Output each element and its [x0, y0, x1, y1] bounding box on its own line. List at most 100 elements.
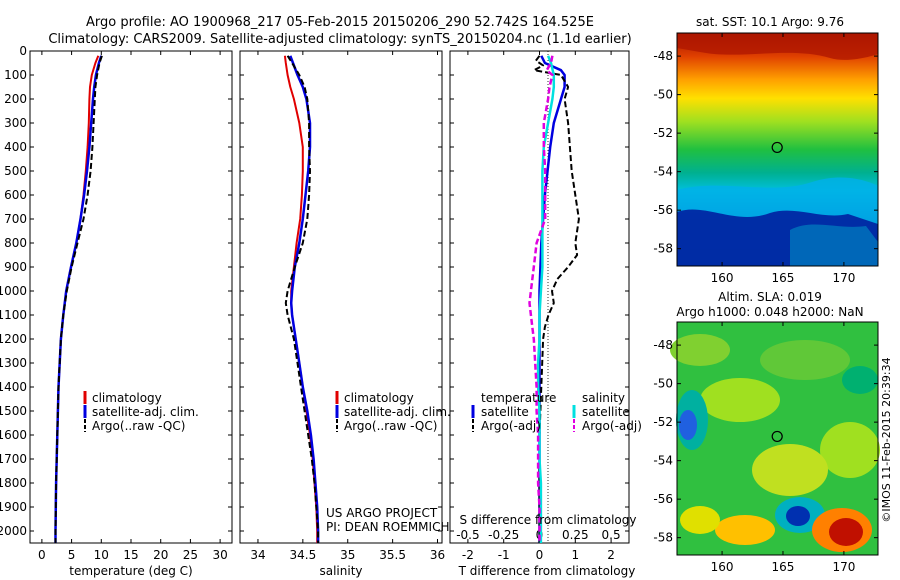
credits-project: US ARGO PROJECT — [326, 506, 438, 520]
secondary-tick-label: 0.5 — [602, 528, 621, 542]
depth-tick-label: 1000 — [0, 284, 27, 298]
sst-map-title: sat. SST: 10.1 Argo: 9.76 — [696, 15, 844, 29]
depth-tick-label: 2000 — [0, 524, 27, 538]
depth-tick-label: 1400 — [0, 380, 27, 394]
lon-tick-label: 160 — [711, 560, 734, 574]
lat-tick-label: -56 — [653, 203, 673, 217]
lon-tick-label: 165 — [772, 560, 795, 574]
difference-legend: temperature satellite Argo(-adj) salinit… — [471, 391, 642, 433]
depth-tick-label: 0 — [19, 44, 27, 58]
lon-tick-label: 165 — [772, 271, 795, 285]
x-tick-label: 34.5 — [289, 548, 316, 562]
lat-tick-label: -58 — [653, 531, 673, 545]
x-tick-label: 5 — [68, 548, 76, 562]
argo-line — [54, 55, 103, 543]
depth-tick-label: 800 — [4, 236, 27, 250]
lat-tick-label: -50 — [653, 88, 673, 102]
lat-tick-label: -54 — [653, 165, 673, 179]
temperature-axes-box — [29, 50, 233, 544]
lat-tick-label: -50 — [653, 377, 673, 391]
figure-title-line2: Climatology: CARS2009. Satellite-adjuste… — [48, 32, 631, 47]
lat-tick-label: -48 — [653, 338, 673, 352]
lon-tick-label: 170 — [832, 271, 855, 285]
depth-tick-label: 100 — [4, 68, 27, 82]
timestamp-stamp: ©IMOS 11-Feb-2015 20:39:34 — [880, 357, 893, 522]
legend-label-argo: Argo(..raw -QC) — [344, 419, 437, 433]
lat-tick-label: -58 — [653, 242, 673, 256]
depth-tick-label: 600 — [4, 188, 27, 202]
lat-tick-label: -48 — [653, 49, 673, 63]
legend-label-satellite: satellite-adj. clim. — [92, 405, 199, 419]
depth-tick-label: 1200 — [0, 332, 27, 346]
secondary-tick-label: -0.25 — [488, 528, 519, 542]
sla-map: Altim. SLA: 0.019 Argo h1000: 0.048 h200… — [653, 290, 880, 574]
depth-tick-label: 200 — [4, 92, 27, 106]
sla-map-title-line1: Altim. SLA: 0.019 — [718, 290, 822, 304]
salinity-legend: climatology satellite-adj. clim. Argo(..… — [335, 391, 451, 433]
legend-label-sal-argo: Argo(-adj) — [582, 419, 642, 433]
depth-tick-label: 900 — [4, 260, 27, 274]
x-tick-label: -2 — [462, 548, 474, 562]
secondary-tick-label: -0.5 — [456, 528, 479, 542]
argo-float-marker — [771, 430, 783, 443]
lon-tick-label: 170 — [832, 560, 855, 574]
depth-tick-label: 300 — [4, 116, 27, 130]
lat-tick-label: -52 — [653, 126, 673, 140]
salinity-xlabel: salinity — [319, 564, 362, 578]
legend-label-climatology: climatology — [92, 391, 162, 405]
legend-label-satellite: satellite-adj. clim. — [344, 405, 451, 419]
x-tick-label: 1 — [571, 548, 579, 562]
depth-tick-label: 1800 — [0, 476, 27, 490]
depth-tick-label: 1100 — [0, 308, 27, 322]
depth-tick-label: 700 — [4, 212, 27, 226]
salinity-axes-box — [239, 50, 443, 544]
x-tick-label: 0 — [536, 548, 544, 562]
temperature-panel: 0100200300400500600700800900100011001200… — [0, 44, 233, 578]
depth-tick-label: 1700 — [0, 452, 27, 466]
secondary-axis-label: S difference from climatology — [460, 513, 637, 527]
temperature-legend: climatology satellite-adj. clim. Argo(..… — [83, 391, 199, 433]
depth-tick-label: 1500 — [0, 404, 27, 418]
sla-map-title-line2: Argo h1000: 0.048 h2000: NaN — [676, 305, 863, 319]
x-tick-label: 25 — [183, 548, 198, 562]
lat-tick-label: -54 — [653, 454, 673, 468]
difference-panel: -2 -1 0 1 2-0.5 -0.25 0 0.25 0.5 T difference fr… — [449, 50, 642, 578]
x-tick-label: 20 — [153, 548, 168, 562]
x-tick-label: 36 — [430, 548, 445, 562]
sla-map-frame — [676, 321, 879, 556]
legend-heading-salinity: salinity — [582, 391, 625, 405]
salinity-panel: 34 34.5 35 35.5 36 salinity climatology sate… — [239, 50, 451, 578]
lat-tick-label: -56 — [653, 492, 673, 506]
sst-map: sat. SST: 10.1 Argo: 9.76 160 165 170 -48 -5… — [653, 15, 879, 285]
x-tick-label: 10 — [94, 548, 109, 562]
x-tick-label: 15 — [123, 548, 138, 562]
x-tick-label: 0 — [38, 548, 46, 562]
temperature-argo-diff-line — [533, 55, 580, 543]
x-tick-label: 34 — [250, 548, 265, 562]
legend-label-climatology: climatology — [344, 391, 414, 405]
credits-pi: PI: DEAN ROEMMICH — [326, 520, 449, 534]
legend-heading-temperature: temperature — [481, 391, 556, 405]
depth-tick-label: 400 — [4, 140, 27, 154]
sst-cold-tongue — [677, 33, 878, 266]
lon-tick-label: 160 — [711, 271, 734, 285]
depth-tick-label: 500 — [4, 164, 27, 178]
x-tick-label: 35.5 — [379, 548, 406, 562]
salinity-argo-diff-line — [528, 55, 554, 543]
temperature-xlabel: temperature (deg C) — [69, 564, 192, 578]
x-tick-label: 30 — [212, 548, 227, 562]
depth-tick-label: 1300 — [0, 356, 27, 370]
x-tick-label: 35 — [340, 548, 355, 562]
lat-tick-label: -52 — [653, 415, 673, 429]
argo-float-marker — [771, 141, 783, 154]
legend-label-temp-argo: Argo(-adj) — [481, 419, 541, 433]
salinity-satellite-diff-line — [536, 55, 556, 543]
figure-title-line1: Argo profile: AO 1900968_217 05-Feb-2015… — [86, 15, 594, 30]
secondary-tick-label: 0.25 — [562, 528, 589, 542]
x-tick-label: 2 — [607, 548, 615, 562]
sla-anomaly-blobs — [670, 334, 880, 552]
depth-tick-label: 1600 — [0, 428, 27, 442]
x-tick-label: -1 — [498, 548, 510, 562]
argo-line — [284, 55, 320, 543]
